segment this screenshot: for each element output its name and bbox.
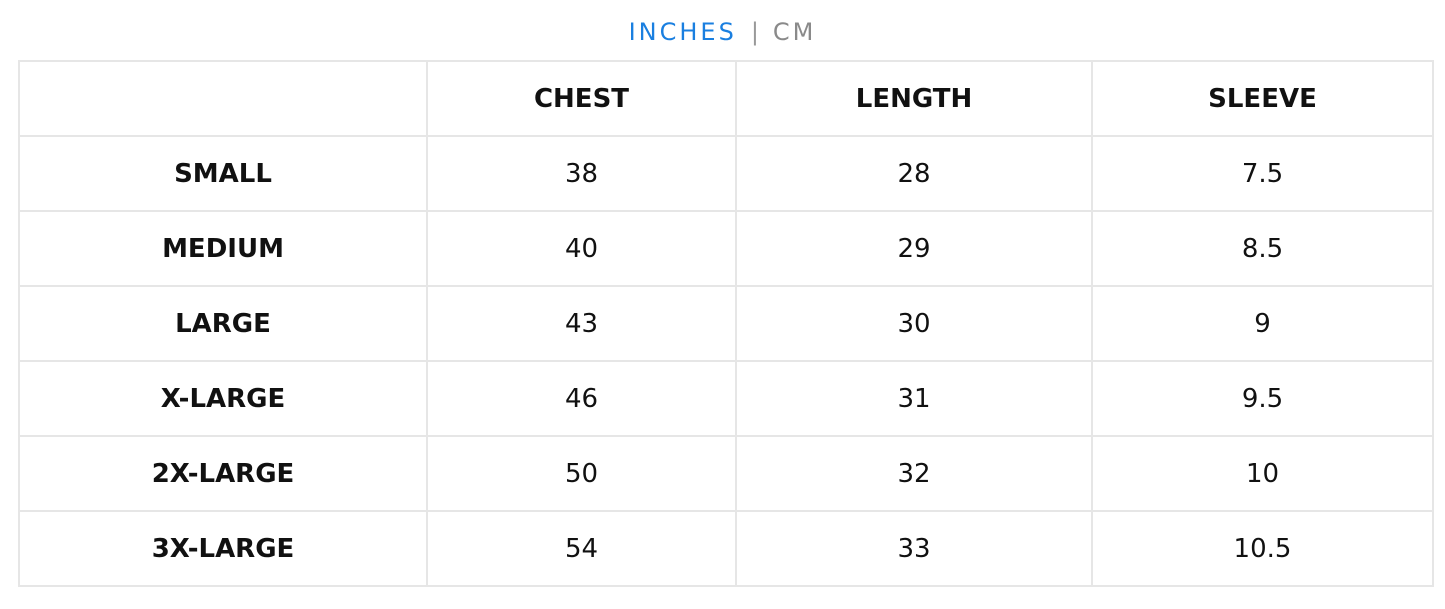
header-row: CHEST LENGTH SLEEVE (18, 60, 1434, 137)
cell-chest: 54 (426, 510, 737, 587)
cell-size: 3X-LARGE (18, 510, 428, 587)
size-chart-table: CHEST LENGTH SLEEVE SMALL 38 28 7.5 MEDIUM 40… (18, 60, 1434, 587)
unit-inches-tab[interactable]: INCHES (628, 18, 737, 46)
cell-sleeve: 9.5 (1091, 360, 1434, 437)
cell-size: MEDIUM (18, 210, 428, 287)
cell-chest: 46 (426, 360, 737, 437)
cell-length: 31 (735, 360, 1093, 437)
cell-size: X-LARGE (18, 360, 428, 437)
cell-chest: 40 (426, 210, 737, 287)
cell-chest: 38 (426, 135, 737, 212)
table-row: LARGE 43 30 9 (18, 285, 1434, 362)
table-row: 2X-LARGE 50 32 10 (18, 435, 1434, 512)
cell-length: 29 (735, 210, 1093, 287)
cell-length: 32 (735, 435, 1093, 512)
cell-length: 28 (735, 135, 1093, 212)
header-chest: CHEST (426, 60, 737, 137)
cell-sleeve: 10.5 (1091, 510, 1434, 587)
cell-size: SMALL (18, 135, 428, 212)
cell-chest: 43 (426, 285, 737, 362)
header-length: LENGTH (735, 60, 1093, 137)
cell-sleeve: 8.5 (1091, 210, 1434, 287)
table-row: MEDIUM 40 29 8.5 (18, 210, 1434, 287)
header-sleeve: SLEEVE (1091, 60, 1434, 137)
cell-chest: 50 (426, 435, 737, 512)
unit-cm-tab[interactable]: CM (772, 18, 817, 46)
header-size (18, 60, 428, 137)
cell-size: LARGE (18, 285, 428, 362)
table-row: 3X-LARGE 54 33 10.5 (18, 510, 1434, 587)
table-row: X-LARGE 46 31 9.5 (18, 360, 1434, 437)
cell-size: 2X-LARGE (18, 435, 428, 512)
cell-length: 30 (735, 285, 1093, 362)
cell-sleeve: 10 (1091, 435, 1434, 512)
cell-length: 33 (735, 510, 1093, 587)
cell-sleeve: 9 (1091, 285, 1434, 362)
unit-separator: | (750, 18, 759, 46)
unit-toggle: INCHES | CM (0, 18, 1445, 46)
cell-sleeve: 7.5 (1091, 135, 1434, 212)
table-row: SMALL 38 28 7.5 (18, 135, 1434, 212)
